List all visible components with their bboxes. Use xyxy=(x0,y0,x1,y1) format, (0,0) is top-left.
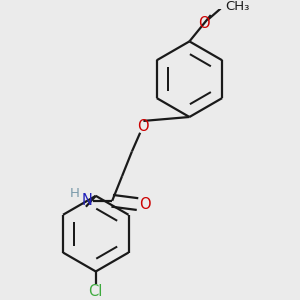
Text: CH₃: CH₃ xyxy=(226,0,250,14)
Text: N: N xyxy=(82,193,92,208)
Text: H: H xyxy=(70,187,80,200)
Text: Cl: Cl xyxy=(88,284,103,299)
Text: O: O xyxy=(198,16,210,31)
Text: O: O xyxy=(138,119,149,134)
Text: O: O xyxy=(139,196,151,211)
